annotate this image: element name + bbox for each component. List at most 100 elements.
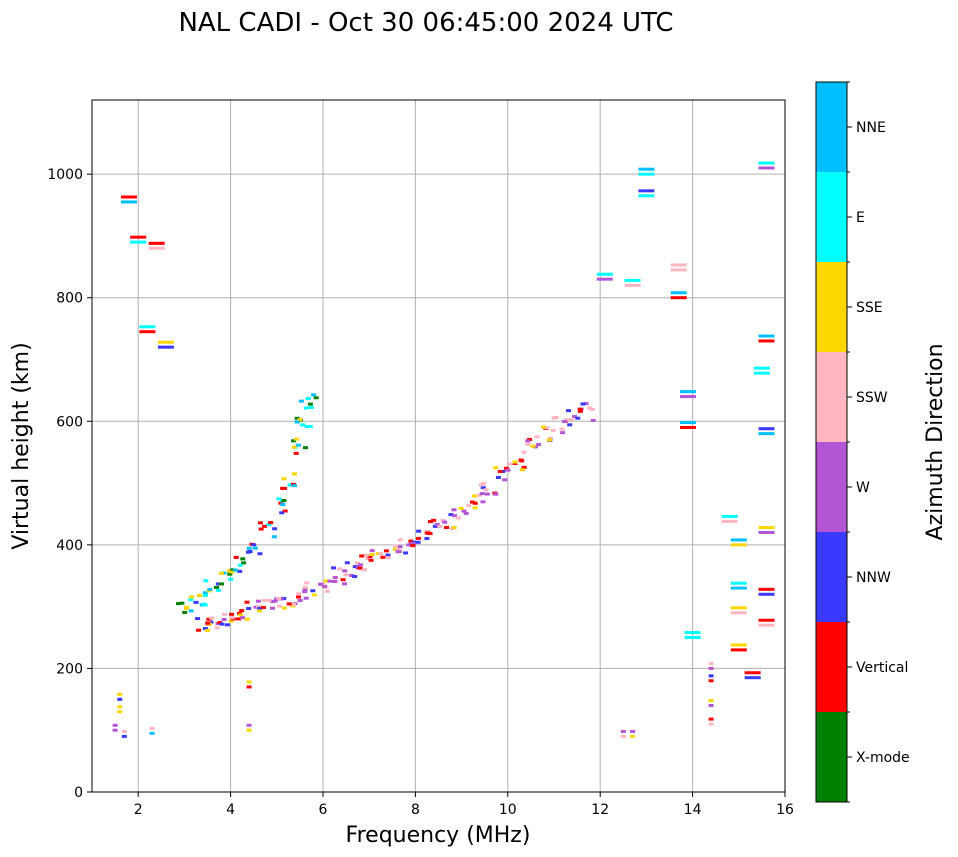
echo-mark: [130, 240, 147, 244]
echo-mark: [411, 541, 417, 545]
echo-mark: [188, 598, 194, 602]
echo-mark: [546, 438, 552, 442]
echo-mark: [455, 516, 461, 520]
echo-mark: [202, 627, 208, 631]
echo-mark: [305, 396, 311, 400]
echo-mark: [278, 597, 284, 601]
chart-title: NAL CADI - Oct 30 06:45:00 2024 UTC: [178, 8, 673, 38]
echo-mark: [331, 566, 337, 570]
echo-mark: [188, 609, 194, 613]
echo-mark: [202, 593, 208, 597]
echo-mark: [572, 415, 578, 419]
colorbar-segment: [816, 532, 847, 622]
echo-mark: [364, 553, 370, 557]
colorbar-tick-label: NNE: [856, 120, 886, 136]
echo-mark: [294, 420, 300, 424]
echo-mark: [253, 605, 259, 609]
x-tick-label: 14: [684, 802, 702, 818]
echo-mark: [290, 604, 296, 608]
echo-mark: [279, 511, 285, 515]
echo-mark: [294, 437, 300, 441]
echo-mark: [406, 543, 412, 547]
echo-mark: [286, 602, 292, 606]
azimuth-colorbar: X-mode Vertical NNW W SSW SSE E NNE: [815, 81, 910, 803]
echo-mark: [214, 585, 220, 589]
echo-mark: [730, 648, 747, 652]
echo-mark: [303, 406, 309, 410]
echo-mark: [484, 492, 490, 496]
echo-mark: [255, 599, 261, 603]
echo-mark: [233, 555, 239, 559]
echo-mark: [553, 416, 559, 420]
echo-mark: [670, 263, 687, 267]
echo-mark: [424, 531, 430, 535]
echo-mark: [205, 619, 211, 623]
echo-mark: [679, 425, 696, 429]
echo-mark: [730, 606, 747, 610]
echo-mark: [620, 729, 626, 733]
echo-mark: [624, 283, 641, 287]
colorbar-tick-label: X-mode: [856, 750, 910, 766]
y-tick-label: 200: [56, 661, 83, 677]
echo-mark: [196, 628, 202, 632]
echo-mark: [744, 676, 761, 680]
y-axis-label: Virtual height (km): [9, 342, 34, 549]
echo-mark: [237, 563, 243, 567]
echo-mark: [638, 189, 655, 193]
echo-mark: [332, 575, 338, 579]
echo-mark: [758, 618, 775, 622]
echo-mark: [244, 600, 250, 604]
echo-mark: [224, 623, 230, 627]
echo-mark: [281, 498, 287, 502]
echo-mark: [395, 550, 401, 554]
echo-mark: [241, 561, 247, 565]
echo-mark: [291, 439, 297, 443]
echo-mark: [297, 598, 303, 602]
echo-mark: [580, 402, 586, 406]
echo-mark: [458, 506, 464, 510]
echo-mark: [753, 371, 770, 375]
echo-mark: [431, 518, 437, 522]
echo-mark: [679, 421, 696, 425]
echo-mark: [380, 555, 386, 559]
colorbar-tick-label: W: [856, 480, 870, 496]
echo-mark: [349, 574, 355, 578]
echo-mark: [120, 200, 137, 204]
echo-mark: [276, 596, 282, 600]
echo-mark: [369, 549, 375, 553]
echo-mark: [303, 596, 309, 600]
colorbar-segment: [816, 262, 847, 352]
echo-mark: [227, 572, 233, 576]
echo-mark: [567, 423, 573, 427]
echo-mark: [296, 592, 302, 596]
echo-mark: [469, 500, 475, 504]
echo-mark: [547, 436, 553, 440]
echo-mark: [276, 604, 282, 608]
echo-mark: [232, 568, 238, 572]
echo-mark: [708, 722, 714, 726]
echo-mark: [268, 521, 274, 525]
echo-mark: [753, 366, 770, 370]
echo-mark: [310, 589, 316, 593]
echo-mark: [758, 334, 775, 338]
echo-mark: [521, 450, 527, 454]
echo-mark: [497, 469, 503, 473]
echo-mark: [575, 416, 581, 420]
echo-mark: [214, 626, 220, 630]
echo-mark: [323, 579, 329, 583]
echo-mark: [437, 524, 443, 528]
echo-mark: [684, 631, 701, 635]
echo-mark: [261, 598, 267, 602]
echo-mark: [424, 529, 430, 533]
echo-mark: [392, 547, 398, 551]
data-marks: [112, 161, 775, 738]
x-tick-label: 6: [319, 802, 328, 818]
echo-mark: [189, 595, 195, 599]
echo-mark: [269, 606, 275, 610]
echo-mark: [218, 571, 224, 575]
echo-mark: [383, 549, 389, 553]
echo-mark: [368, 558, 374, 562]
echo-mark: [272, 527, 278, 531]
echo-mark: [403, 551, 409, 555]
